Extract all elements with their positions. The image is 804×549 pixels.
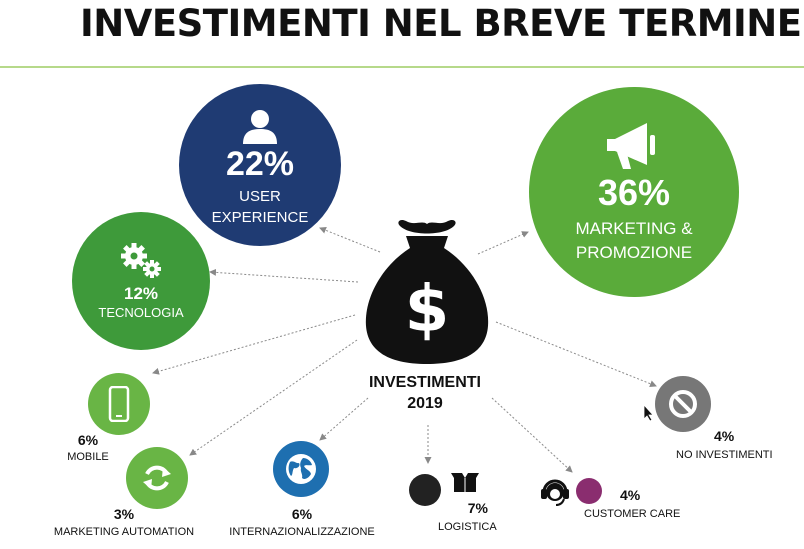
prohibited-icon bbox=[669, 390, 697, 418]
mouse-cursor-icon bbox=[643, 404, 654, 422]
customer-care-dot bbox=[576, 478, 602, 504]
tecnologia-circle: 12% TECNOLOGIA bbox=[72, 212, 210, 350]
customer-care-caption: CUSTOMER CARE bbox=[584, 508, 681, 520]
money-bag-dollar-icon: $ bbox=[365, 219, 489, 364]
tecnologia-percent: 12% bbox=[123, 284, 159, 303]
arrow-no-investimenti bbox=[495, 321, 657, 388]
no-investimenti-percent: 4% bbox=[714, 428, 735, 444]
arrow-internazionalizzazione bbox=[319, 397, 369, 441]
mobile-percent: 6% bbox=[77, 432, 99, 448]
title-divider bbox=[0, 66, 804, 68]
center-label: INVESTIMENTI 2019 bbox=[345, 372, 505, 414]
customer-care-label: 4% CUSTOMER CARE bbox=[580, 487, 680, 521]
customer-care-percent: 4% bbox=[620, 487, 641, 503]
arrow-user-experience bbox=[319, 226, 381, 253]
internazionalizzazione-circle bbox=[273, 441, 329, 497]
user-experience-label-line2: EXPERIENCE bbox=[211, 209, 309, 226]
user-experience-percent: 22% bbox=[225, 145, 295, 183]
logistica-dot bbox=[409, 474, 441, 506]
mobile-circle bbox=[88, 373, 150, 435]
center-label-line1: INVESTIMENTI bbox=[368, 374, 481, 391]
logistica-caption: LOGISTICA bbox=[438, 521, 497, 533]
logistica-label: 7% LOGISTICA bbox=[438, 500, 498, 534]
marketing-automation-circle bbox=[126, 447, 188, 509]
center-label-line2: 2019 bbox=[407, 395, 443, 412]
user-experience-label-line1: USER bbox=[239, 188, 281, 205]
internazionalizzazione-caption: INTERNAZIONALIZZAZIONE bbox=[229, 526, 375, 538]
marketing-automation-caption: MARKETING AUTOMATION bbox=[53, 526, 195, 538]
mobile-label: 6% MOBILE bbox=[58, 432, 118, 464]
logistica-percent: 7% bbox=[467, 500, 488, 516]
megaphone-icon bbox=[607, 123, 655, 169]
marketing-label-line1: MARKETING & bbox=[575, 219, 693, 238]
page-title: INVESTIMENTI NEL BREVE TERMINE bbox=[80, 2, 802, 45]
no-investimenti-label: 4% NO INVESTIMENTI bbox=[670, 428, 782, 462]
marketing-label-line2: PROMOZIONE bbox=[575, 243, 693, 262]
marketing-percent: 36% bbox=[597, 172, 671, 213]
tecnologia-label: TECNOLOGIA bbox=[98, 305, 184, 320]
user-icon bbox=[243, 110, 277, 144]
internazionalizzazione-percent: 6% bbox=[291, 506, 313, 522]
mobile-caption: MOBILE bbox=[67, 451, 109, 463]
globe-icon bbox=[286, 454, 316, 484]
arrow-marketing bbox=[477, 231, 529, 255]
marketing-circle: 36% MARKETING & PROMOZIONE bbox=[529, 87, 739, 297]
marketing-automation-label: 3% MARKETING AUTOMATION bbox=[48, 506, 200, 539]
no-investimenti-circle bbox=[655, 376, 711, 432]
arrow-marketing-automation bbox=[189, 339, 358, 456]
marketing-automation-percent: 3% bbox=[113, 506, 135, 522]
box-icon bbox=[451, 473, 479, 492]
user-experience-circle: 22% USER EXPERIENCE bbox=[179, 84, 341, 246]
svg-text:$: $ bbox=[405, 273, 450, 347]
arrow-mobile bbox=[152, 314, 356, 375]
refresh-icon bbox=[143, 465, 171, 491]
internazionalizzazione-label: 6% INTERNAZIONALIZZAZIONE bbox=[224, 506, 380, 539]
gears-icon bbox=[121, 243, 161, 278]
headset-icon bbox=[541, 479, 569, 506]
no-investimenti-caption: NO INVESTIMENTI bbox=[676, 449, 773, 461]
smartphone-icon bbox=[108, 386, 130, 422]
arrow-tecnologia bbox=[209, 268, 359, 283]
